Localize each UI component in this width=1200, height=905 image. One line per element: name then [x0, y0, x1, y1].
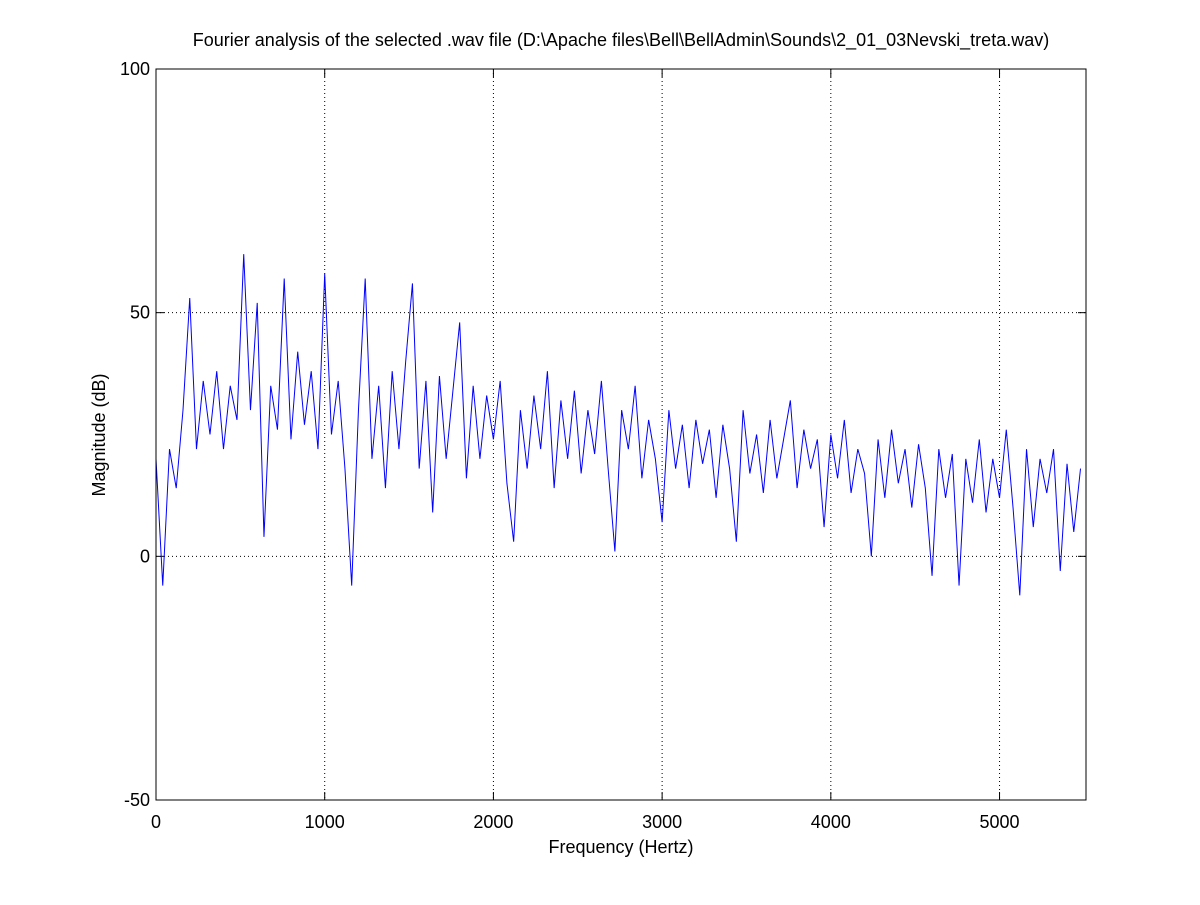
- y-axis-label: Magnitude (dB): [89, 373, 109, 496]
- x-tick-label: 4000: [811, 812, 851, 832]
- y-tick-label: 100: [120, 59, 150, 79]
- y-tick-label: 0: [140, 546, 150, 566]
- x-tick-label: 3000: [642, 812, 682, 832]
- x-tick-label: 0: [151, 812, 161, 832]
- y-tick-label: 50: [130, 303, 150, 323]
- x-tick-label: 5000: [980, 812, 1020, 832]
- y-tick-label: -50: [124, 790, 150, 810]
- spectrum-line: [155, 254, 1082, 596]
- x-axis-label: Frequency (Hertz): [548, 837, 693, 857]
- chart-title: Fourier analysis of the selected .wav fi…: [193, 30, 1049, 51]
- plot-frame: [155, 68, 1087, 801]
- x-tick-label: 1000: [305, 812, 345, 832]
- x-tick-label: 2000: [473, 812, 513, 832]
